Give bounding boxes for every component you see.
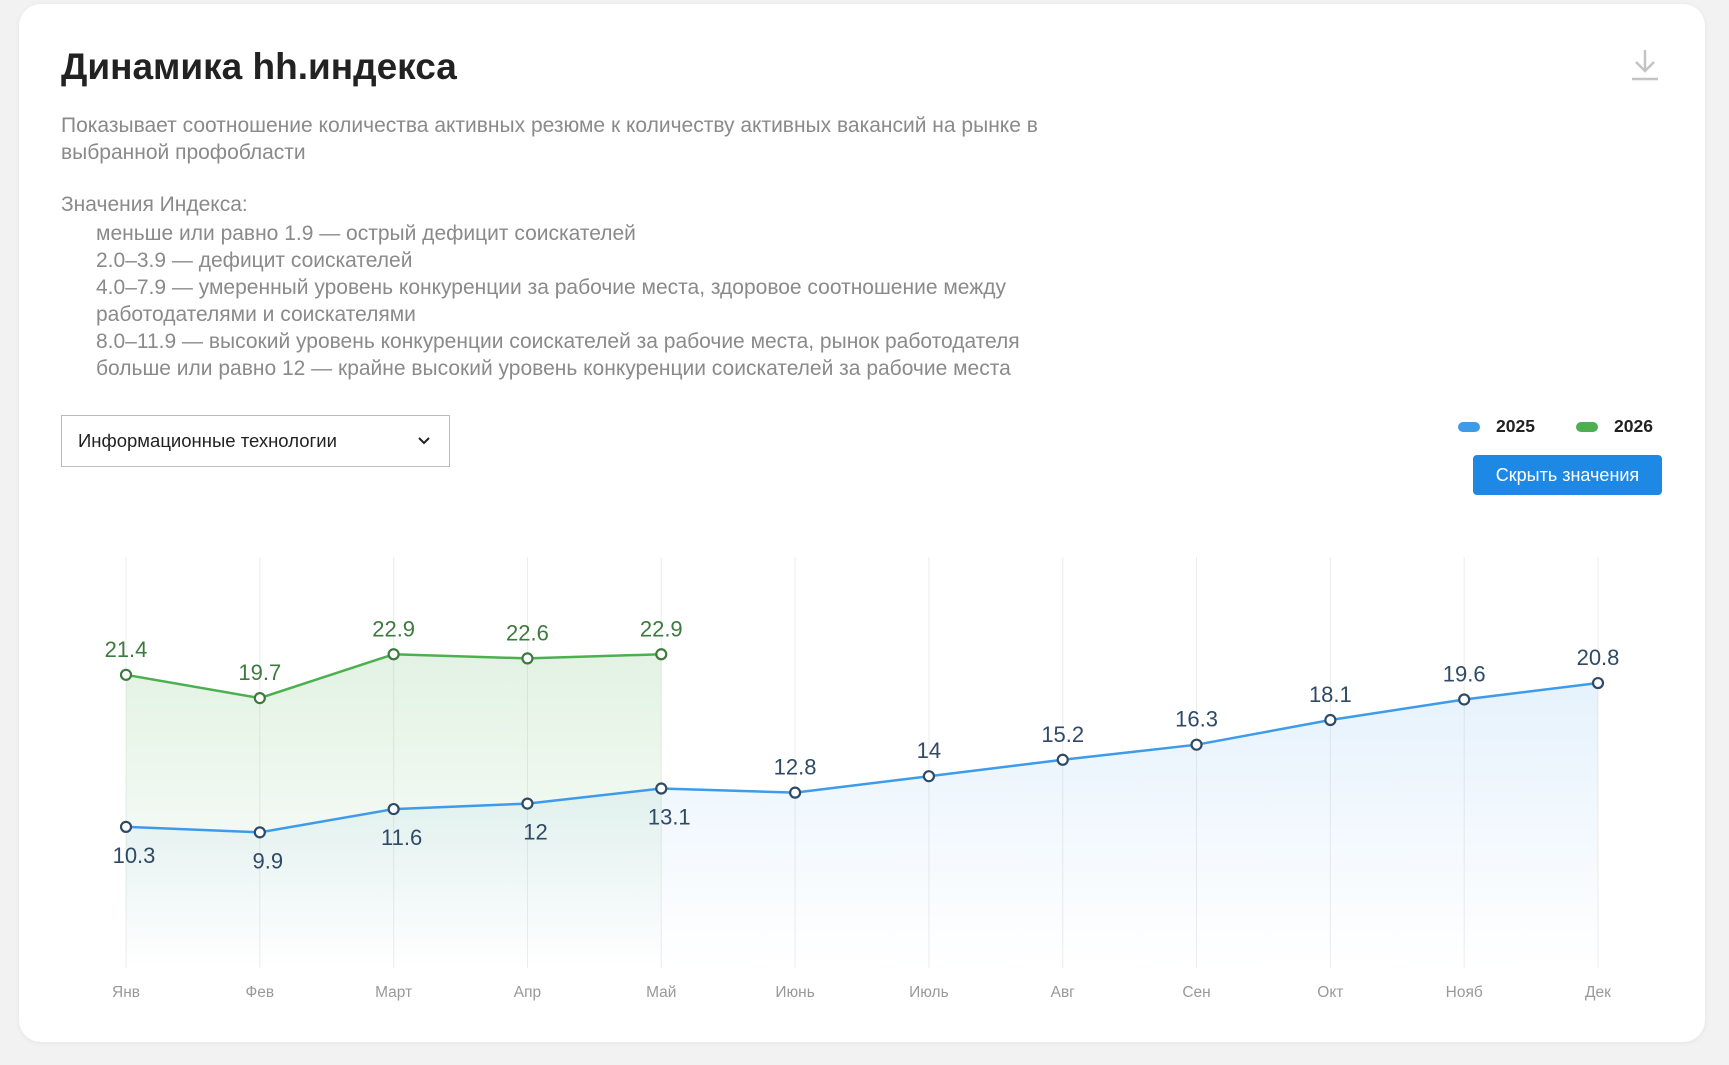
x-tick-label: Дек bbox=[1585, 984, 1611, 1001]
x-tick-label: Авг bbox=[1051, 984, 1076, 1001]
x-tick-label: Окт bbox=[1317, 984, 1343, 1001]
data-label: 22.6 bbox=[506, 620, 549, 645]
title: Динамика hh.индекса bbox=[61, 46, 457, 87]
download-icon[interactable] bbox=[1630, 48, 1660, 82]
data-point bbox=[655, 648, 668, 661]
x-tick-label: Май bbox=[646, 984, 676, 1001]
data-label: 21.4 bbox=[105, 637, 148, 662]
index-level: больше или равно 12 — крайне высокий уро… bbox=[96, 357, 1011, 380]
data-point bbox=[521, 652, 534, 665]
x-tick-label: Апр bbox=[514, 984, 541, 1001]
data-label: 14 bbox=[917, 738, 941, 763]
data-label: 16.3 bbox=[1175, 707, 1218, 732]
x-tick-label: Июль bbox=[909, 984, 949, 1001]
x-tick-label: Фев bbox=[245, 984, 274, 1001]
index-level: меньше или равно 1.9 — острый дефицит со… bbox=[96, 222, 636, 245]
data-point bbox=[1056, 753, 1069, 766]
x-tick-label: Июнь bbox=[775, 984, 814, 1001]
legend-label: 2025 bbox=[1496, 416, 1535, 436]
data-point bbox=[119, 668, 133, 681]
data-point bbox=[119, 820, 133, 833]
filter-label: Информационные технологии bbox=[78, 430, 337, 451]
index-level: 8.0–11.9 — высокий уровень конкуренции с… bbox=[96, 330, 1020, 353]
data-label: 19.6 bbox=[1443, 661, 1486, 686]
data-label: 9.9 bbox=[253, 848, 284, 873]
index-level: 2.0–3.9 — дефицит соискателей bbox=[96, 249, 413, 272]
subtitle: Показывает соотношение количества активн… bbox=[61, 114, 1038, 164]
legend-item[interactable]: 2026 bbox=[1576, 416, 1653, 437]
data-point bbox=[1190, 738, 1203, 751]
legend-item[interactable]: 2025 bbox=[1458, 416, 1535, 437]
x-tick-label: Янв bbox=[112, 984, 140, 1001]
data-point bbox=[655, 782, 668, 795]
data-label: 20.8 bbox=[1577, 645, 1620, 670]
data-label: 19.7 bbox=[238, 660, 281, 685]
index-heading: Значения Индекса: bbox=[61, 193, 248, 216]
x-tick-label: Март bbox=[375, 984, 412, 1001]
data-point bbox=[387, 802, 400, 816]
data-label: 22.9 bbox=[372, 616, 415, 641]
data-label: 10.3 bbox=[113, 843, 156, 868]
data-point bbox=[1458, 693, 1471, 706]
x-tick-label: Нояб bbox=[1446, 984, 1483, 1001]
data-label: 15.2 bbox=[1041, 722, 1084, 747]
data-label: 12 bbox=[523, 820, 547, 845]
x-tick-label: Сен bbox=[1182, 984, 1210, 1001]
legend-swatch bbox=[1458, 421, 1480, 432]
filter-dropdown[interactable]: Информационные технологии bbox=[61, 415, 450, 467]
index-level: 4.0–7.9 — умеренный уровень конкуренции … bbox=[96, 276, 1007, 326]
legend-label: 2026 bbox=[1614, 416, 1653, 436]
data-label: 12.8 bbox=[774, 755, 817, 780]
hide-values-button[interactable]: Скрыть значения bbox=[1473, 455, 1662, 495]
data-label: 22.9 bbox=[640, 616, 683, 641]
data-point bbox=[253, 826, 266, 839]
data-point bbox=[1324, 713, 1337, 727]
legend-swatch bbox=[1576, 421, 1598, 432]
data-label: 13.1 bbox=[648, 805, 691, 830]
data-point bbox=[922, 770, 936, 783]
data-point bbox=[1591, 676, 1605, 690]
dropdown-arrow bbox=[418, 437, 430, 445]
series-line bbox=[125, 681, 1599, 834]
data-point bbox=[387, 648, 400, 661]
data-label: 18.1 bbox=[1309, 682, 1352, 707]
index-levels: меньше или равно 1.9 — острый дефицит со… bbox=[96, 220, 1086, 382]
data-point bbox=[788, 786, 802, 799]
data-point bbox=[521, 797, 534, 810]
data-label: 11.6 bbox=[381, 825, 422, 850]
data-point bbox=[253, 692, 266, 705]
